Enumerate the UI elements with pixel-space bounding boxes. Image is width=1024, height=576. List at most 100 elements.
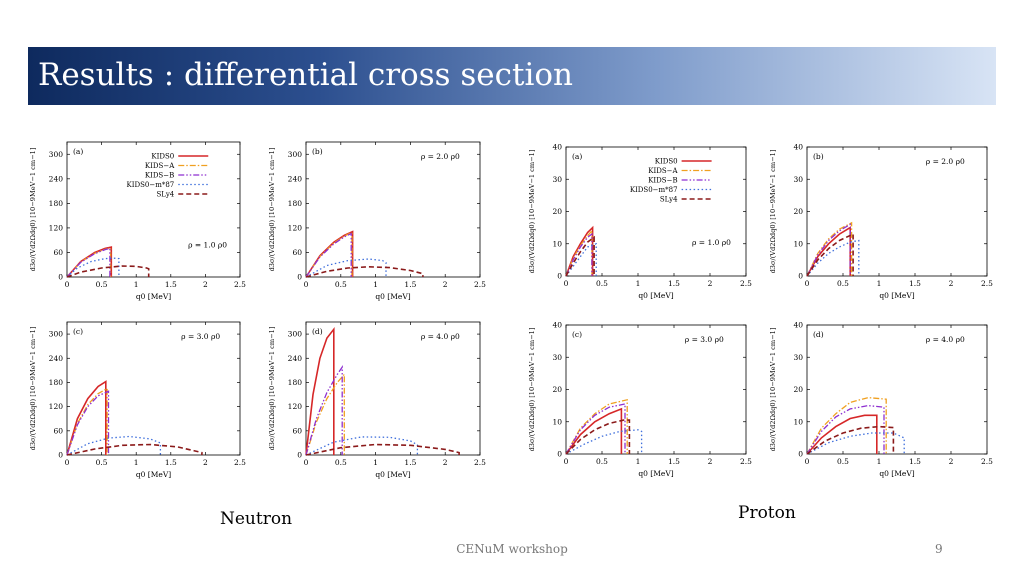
legend-label: KIDS−B — [145, 172, 174, 180]
x-tick-label: 1.5 — [909, 279, 921, 288]
series-line-kids0-m-87 — [806, 239, 860, 277]
legend-label: KIDS−A — [648, 167, 678, 175]
x-tick-label: 2.5 — [740, 279, 752, 288]
y-tick-label: 240 — [288, 354, 303, 363]
y-tick-label: 120 — [49, 402, 64, 411]
y-tick-label: 180 — [49, 199, 64, 208]
series-line-kids-b — [806, 223, 851, 277]
legend-label: KIDS0 — [655, 158, 678, 166]
x-tick-label: 2.5 — [234, 280, 246, 289]
panel-tag: (b) — [813, 152, 824, 161]
y-axis-label: d3σ/(Vd2Ωdq0) [10−9MeV−1 cm−1] — [268, 327, 276, 451]
x-tick-label: 1.5 — [165, 280, 177, 289]
density-annotation: ρ = 2.0 ρ0 — [926, 157, 965, 166]
x-tick-label: 0.5 — [96, 458, 108, 467]
panel-tag: (a) — [73, 147, 83, 156]
y-tick-label: 40 — [793, 143, 803, 152]
proton-panel-a: 0 0.5 1 1.5 2 2.5 0 10 20 30 40 q0 [MeV] d3σ/(Vd2Ωdq… — [528, 143, 752, 301]
plot-frame — [66, 141, 241, 278]
y-tick-label: 40 — [793, 321, 803, 330]
y-axis-label: d3σ/(Vd2Ωdq0) [10−9MeV−1 cm−1] — [268, 148, 276, 272]
y-tick-label: 10 — [552, 239, 562, 248]
y-tick-label: 30 — [552, 353, 562, 362]
series-line-kids-b — [806, 404, 885, 455]
x-tick-label: 2 — [949, 457, 954, 466]
x-tick-label: 1.5 — [404, 458, 416, 467]
neutron-panel-b: 0 0.5 1 1.5 2 2.5 0 60 120 180 240 300 q0 [MeV] d3σ/(… — [268, 141, 486, 301]
y-tick-label: 180 — [288, 378, 303, 387]
y-axis-label: d3σ/(Vd2Ωdq0) [10−9MeV−1 cm−1] — [528, 150, 536, 274]
series-line-kids-b — [66, 390, 110, 456]
plot-frame — [806, 146, 988, 277]
x-tick-label: 2 — [443, 280, 448, 289]
neutron-panel-a: 0 0.5 1 1.5 2 2.5 0 60 120 180 240 300 q0 [MeV] d3σ/(… — [29, 141, 246, 301]
x-tick-label: 0 — [564, 279, 569, 288]
x-tick-label: 2 — [949, 279, 954, 288]
x-tick-label: 0 — [65, 280, 70, 289]
x-axis-label: q0 [MeV] — [136, 470, 171, 479]
panel-tag: (a) — [572, 152, 582, 161]
y-tick-label: 240 — [49, 174, 64, 183]
y-tick-label: 20 — [552, 207, 562, 216]
x-tick-label: 0 — [304, 458, 309, 467]
x-axis-label: q0 [MeV] — [638, 291, 673, 300]
x-tick-label: 0 — [805, 457, 810, 466]
panel-tag: (b) — [312, 147, 323, 156]
proton-panel-b: 0 0.5 1 1.5 2 2.5 0 10 20 30 40 q0 [MeV] d3σ/(Vd2Ωdq… — [769, 143, 993, 301]
y-tick-label: 300 — [49, 150, 64, 159]
density-annotation: ρ = 4.0 ρ0 — [421, 332, 460, 341]
series-line-kids0 — [806, 414, 878, 455]
legend-label: KIDS−B — [648, 177, 677, 185]
x-tick-label: 1 — [134, 458, 139, 467]
x-tick-label: 2 — [443, 458, 448, 467]
y-tick-label: 0 — [297, 273, 302, 282]
x-tick-label: 1 — [134, 280, 139, 289]
x-tick-label: 1 — [636, 279, 641, 288]
series-line-kids-a — [305, 372, 345, 456]
x-axis-label: q0 [MeV] — [375, 470, 410, 479]
series-line-kids-a — [565, 398, 628, 455]
y-tick-label: 60 — [53, 248, 63, 257]
x-tick-label: 2.5 — [234, 458, 246, 467]
plot-frame — [806, 324, 988, 455]
legend-label: KIDS0−m*87 — [126, 181, 174, 189]
density-annotation: ρ = 4.0 ρ0 — [926, 335, 965, 344]
x-tick-label: 2 — [708, 279, 713, 288]
proton-caption: Proton — [738, 503, 796, 523]
y-tick-label: 180 — [49, 378, 64, 387]
panel-tag: (c) — [572, 330, 582, 339]
series-line-kids0-m-87 — [305, 436, 419, 456]
y-axis-label: d3σ/(Vd2Ωdq0) [10−9MeV−1 cm−1] — [769, 328, 777, 452]
legend-label: SLy4 — [157, 191, 175, 199]
y-tick-label: 60 — [292, 426, 302, 435]
y-tick-label: 0 — [58, 273, 63, 282]
y-tick-label: 30 — [793, 353, 803, 362]
plot-frame — [565, 324, 747, 455]
series-line-sly4 — [565, 235, 595, 277]
y-tick-label: 0 — [798, 450, 803, 459]
y-tick-label: 40 — [552, 143, 562, 152]
series-line-sly4 — [806, 425, 895, 455]
y-tick-label: 0 — [557, 272, 562, 281]
series-line-sly4 — [565, 419, 631, 455]
y-tick-label: 120 — [288, 223, 303, 232]
y-tick-label: 20 — [793, 385, 803, 394]
x-tick-label: 2.5 — [474, 458, 486, 467]
series-line-kids0 — [66, 380, 107, 456]
x-tick-label: 0 — [304, 280, 309, 289]
x-tick-label: 2.5 — [981, 279, 993, 288]
panel-tag: (d) — [312, 327, 323, 336]
density-annotation: ρ = 3.0 ρ0 — [181, 332, 220, 341]
series-line-kids0-m-87 — [305, 258, 387, 278]
legend-label: KIDS0 — [151, 153, 174, 161]
y-tick-label: 30 — [793, 175, 803, 184]
y-tick-label: 0 — [58, 451, 63, 460]
series-line-kids0 — [565, 407, 623, 455]
y-tick-label: 20 — [552, 385, 562, 394]
series-line-sly4 — [305, 443, 460, 456]
x-axis-label: q0 [MeV] — [136, 292, 171, 301]
y-tick-label: 0 — [798, 272, 803, 281]
neutron-caption: Neutron — [220, 509, 293, 529]
x-tick-label: 1.5 — [668, 279, 680, 288]
